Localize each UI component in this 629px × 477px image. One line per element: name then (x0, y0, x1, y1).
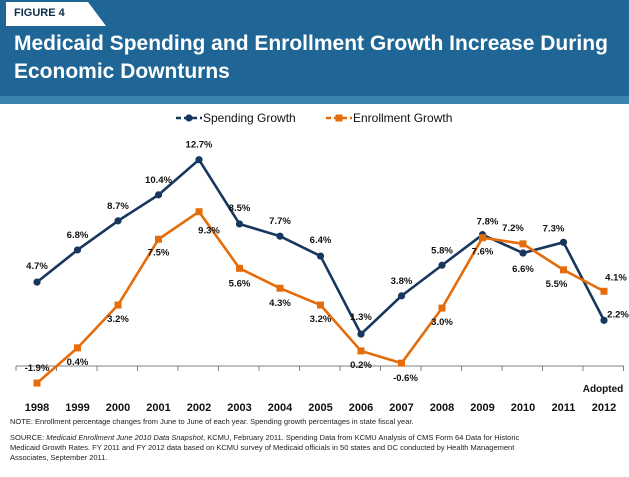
chart-source: SOURCE: Medicaid Enrollment June 2010 Da… (10, 433, 530, 463)
data-label: 3.8% (391, 276, 413, 287)
data-label: 10.4% (145, 175, 172, 186)
x-tick-label: 2012 (592, 402, 616, 414)
data-point (357, 330, 365, 338)
data-label: 3.0% (431, 317, 453, 328)
data-label: 7.2% (502, 223, 524, 234)
data-point (74, 344, 81, 352)
data-label: 3.2% (310, 314, 332, 325)
x-tick-label: 2008 (430, 402, 454, 414)
data-label: 3.2% (107, 314, 129, 325)
x-tick-label: 2004 (268, 402, 293, 414)
data-point (114, 217, 122, 225)
x-tick-label: 1998 (25, 402, 49, 414)
x-tick-label: 2005 (308, 402, 332, 414)
data-label: 0.2% (350, 360, 372, 371)
data-point (276, 232, 284, 240)
legend-label: Spending Growth (203, 111, 296, 125)
data-point (438, 261, 446, 269)
figure-tab (6, 2, 106, 26)
data-label: -1.9% (25, 363, 50, 374)
data-label: 7.3% (543, 223, 565, 234)
source-prefix: SOURCE: (10, 433, 47, 442)
data-label: 6.8% (67, 230, 89, 241)
x-tick-label: 2002 (187, 402, 211, 414)
data-label: 0.4% (67, 357, 89, 368)
adopted-annotation: Adopted (583, 384, 624, 395)
data-point (317, 301, 324, 309)
chart-note: NOTE: Enrollment percentage changes from… (10, 417, 414, 426)
data-point (559, 238, 568, 246)
data-point (154, 191, 163, 199)
data-point (73, 246, 82, 254)
source-text: , KCMU, February 2011. Spending Data fro… (10, 433, 520, 462)
data-label: 8.5% (229, 203, 251, 214)
data-label: 5.6% (229, 278, 251, 289)
data-point (397, 292, 406, 300)
data-label: 1.3% (350, 312, 372, 323)
data-label: 5.5% (546, 279, 568, 290)
x-tick-label: 2007 (389, 402, 413, 414)
source-title: Medicaid Enrollment June 2010 Data Snaps… (46, 433, 204, 442)
data-label: 9.3% (198, 226, 220, 237)
data-point (236, 264, 243, 272)
data-label: 7.7% (269, 216, 291, 227)
x-tick-label: 2003 (227, 402, 251, 414)
data-point (33, 278, 41, 286)
x-tick-label: 2010 (511, 402, 535, 414)
data-label: 7.5% (148, 247, 170, 258)
line-chart: 1998 1999 2000 2001 2002 2003 2004 2005 2006 2007… (15, 111, 629, 414)
data-point (33, 379, 41, 387)
data-point (600, 287, 608, 295)
x-tick-label: 2006 (349, 402, 373, 414)
data-label: 4.3% (269, 298, 291, 309)
data-label: 4.1% (605, 272, 627, 283)
data-point (155, 235, 162, 243)
data-label: 6.6% (512, 264, 534, 275)
data-label: 4.7% (26, 261, 48, 272)
data-point (479, 234, 486, 242)
data-label: 8.7% (107, 201, 129, 212)
data-point (195, 156, 203, 164)
data-point (357, 347, 365, 355)
data-point (438, 304, 446, 312)
data-label: 7.6% (472, 247, 494, 258)
data-label: 7.8% (477, 217, 499, 228)
data-point (235, 220, 244, 228)
data-point (519, 249, 527, 257)
data-point (195, 208, 203, 216)
data-point (398, 359, 405, 367)
data-label: 2.2% (607, 309, 629, 320)
legend-marker (185, 114, 193, 122)
figure-label: FIGURE 4 (14, 7, 65, 19)
data-label: 5.8% (431, 245, 453, 256)
x-tick-label: 2001 (146, 402, 170, 414)
data-label: 6.4% (310, 235, 332, 246)
data-point (600, 316, 608, 324)
x-tick-label: 2011 (552, 402, 576, 414)
data-label: 12.7% (186, 140, 213, 151)
data-point (519, 240, 527, 248)
x-tick-label: 2009 (470, 402, 494, 414)
x-tick-label: 2000 (106, 402, 130, 414)
data-label: -0.6% (393, 373, 418, 384)
title-underline (0, 96, 629, 104)
data-point (316, 252, 325, 260)
data-point (114, 301, 122, 309)
x-tick-label: 1999 (65, 402, 89, 414)
data-point (560, 266, 567, 274)
legend-marker (335, 114, 343, 122)
data-point (276, 284, 284, 292)
legend-label: Enrollment Growth (353, 111, 452, 125)
title-banner: FIGURE 4 Medicaid Spending and Enrollmen… (0, 0, 629, 98)
chart-title: Medicaid Spending and Enrollment Growth … (14, 32, 608, 83)
